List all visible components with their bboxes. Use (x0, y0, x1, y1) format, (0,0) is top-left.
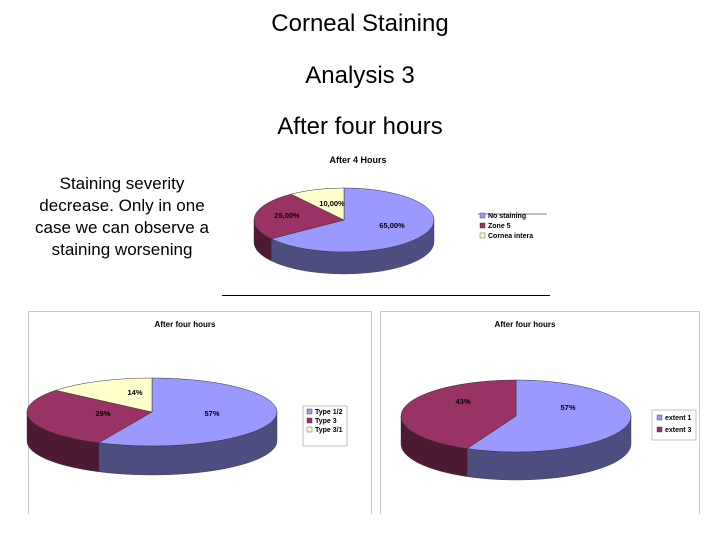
chart-legend: No staining Zone 5 Cornea intera (478, 212, 547, 240)
data-label-no-staining: 65,00% (379, 221, 405, 230)
data-label-cornea-intera: 10,00% (319, 199, 345, 208)
data-label-type-1-2: 57% (204, 409, 219, 418)
legend-entry-extent-1: extent 1 (665, 415, 692, 422)
legend-entry-type-1-2: Type 1/2 (315, 409, 343, 416)
legend-entry-zone-5: Zone 5 (488, 223, 511, 230)
chart-legend: Type 1/2 Type 3 Type 3/1 (302, 405, 348, 447)
pie-chart-after-4-hours: After 4 Hours 65,00% 25,00% 10,00% No staini… (222, 150, 550, 296)
data-label-zone-5: 25,00% (274, 211, 300, 220)
legend-entry-cornea-intera: Cornea intera (488, 233, 533, 240)
description-line: staining worsening (51, 240, 193, 259)
pie-slice-zone-5 (253, 193, 345, 240)
legend-entry-type-3-1: Type 3/1 (315, 427, 343, 434)
slide-subtitle: Analysis 3 (305, 62, 415, 89)
legend-entry-extent-3: extent 3 (665, 427, 692, 434)
pie-slice-cornea-intera (290, 187, 345, 221)
pie-slice-type-1-2 (98, 377, 278, 447)
pie-chart-extent: After four hours 57% 43% extent 1 extent 3 (380, 311, 700, 514)
legend-swatch-type-1-2 (306, 408, 313, 415)
slide-time-label: After four hours (277, 113, 443, 140)
chart-title: After four hours (155, 320, 216, 329)
legend-swatch-cornea-intera (479, 232, 486, 239)
legend-swatch-type-3 (306, 417, 313, 424)
data-label-type-3: 29% (95, 409, 110, 418)
description-line: Staining severity (59, 174, 185, 193)
data-label-extent-3: 43% (455, 397, 470, 406)
legend-entry-no-staining: No staining (488, 213, 526, 220)
legend-swatch-zone-5 (479, 222, 486, 229)
pie-slice-extent-3 (400, 379, 517, 449)
legend-swatch-no-staining (479, 212, 486, 219)
description-text: Staining severity decrease. Only in one … (22, 173, 222, 261)
pie-slice-type-3-1 (54, 377, 153, 413)
chart-title: After 4 Hours (329, 155, 386, 165)
legend-swatch-extent-1 (656, 414, 663, 421)
slide-title: Corneal Staining (271, 10, 449, 37)
chart-title: After four hours (495, 320, 556, 329)
description-line: decrease. Only in one (39, 196, 205, 215)
data-label-extent-1: 57% (560, 403, 575, 412)
pie-chart-svg: After four hours 57% 43% extent 1 extent 3 (400, 320, 697, 481)
pie-chart-svg: After 4 Hours 65,00% 25,00% 10,00% No staini… (253, 155, 547, 275)
legend-swatch-type-3-1 (306, 426, 313, 433)
chart-legend: extent 1 extent 3 (651, 409, 697, 441)
pie-slice-no-staining (270, 187, 435, 253)
legend-entry-type-3: Type 3 (315, 418, 337, 425)
data-label-type-3-1: 14% (127, 388, 142, 397)
pie-slice-extent-1 (466, 379, 632, 453)
pie-slice-type-3 (26, 390, 153, 444)
legend-swatch-extent-3 (656, 426, 663, 433)
description-line: case we can observe a (35, 218, 209, 237)
